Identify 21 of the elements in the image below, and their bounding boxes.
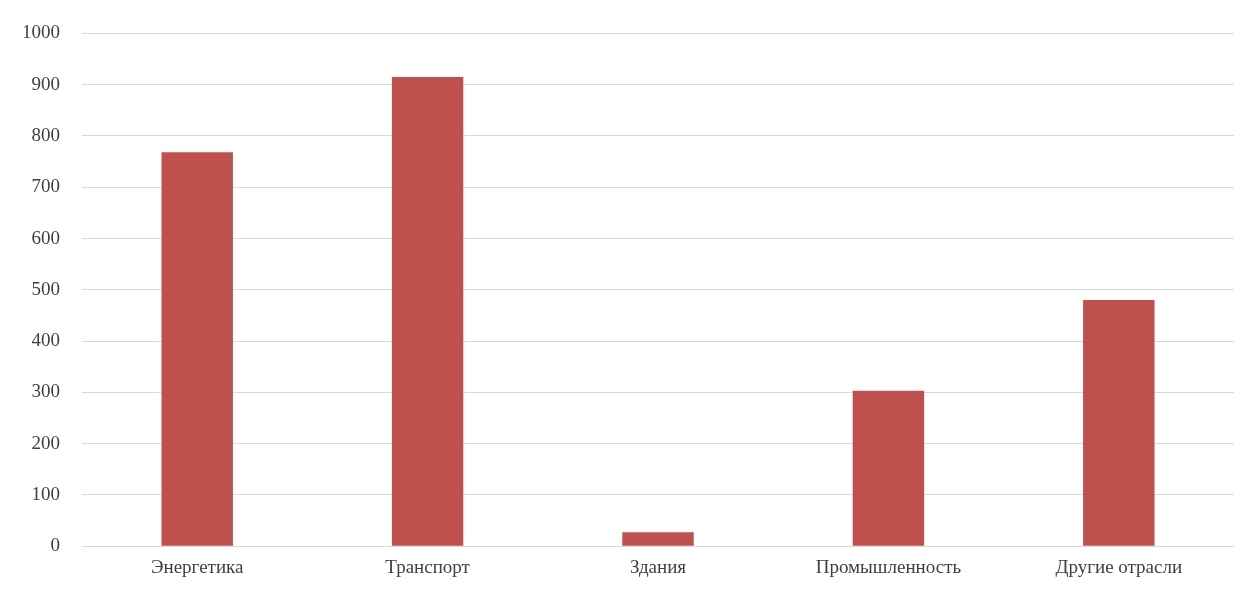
y-tick-label: 700 [31,175,60,197]
y-tick-label: 800 [31,123,60,145]
y-tick-label: 0 [50,534,60,556]
x-tick-label: Промышленность [815,555,962,577]
y-tick-label: 1000 [22,21,60,43]
bar [852,390,925,546]
y-tick-label: 300 [31,380,60,402]
y-tick-label: 200 [31,431,60,453]
bar [622,532,694,546]
bar [1083,300,1155,546]
y-tick-label: 500 [31,277,60,299]
bar [391,76,464,546]
x-tick-label: Транспорт [385,555,471,577]
y-tick-label: 900 [31,72,60,94]
x-tick-label: Энергетика [150,555,244,577]
y-tick-label: 600 [31,226,60,248]
x-tick-label: Другие отрасли [1055,555,1183,577]
bar [161,152,233,546]
x-tick-label: Здания [629,555,687,577]
y-tick-label: 400 [31,329,60,351]
y-tick-label: 100 [31,482,60,504]
